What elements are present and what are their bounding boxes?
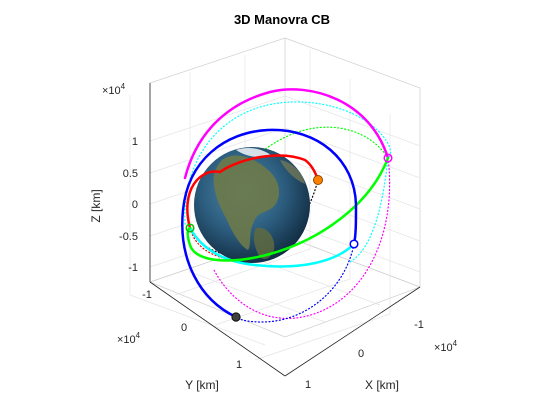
z-grid-line [149,127,421,179]
x-tick-label: 0 [358,348,364,360]
series-red-solid [186,154,320,230]
x-axis-label: X [km] [365,378,399,392]
marker-blue-open [349,239,359,249]
z-multiplier: ×104 [102,82,126,97]
y-multiplier: ×104 [117,331,141,346]
y-tick-label: -1 [142,289,152,301]
x-tick-label: 1 [305,379,311,391]
series-blue-dotted [235,243,355,323]
series-cyan-dotted [184,101,392,263]
y-grid-line [254,114,391,361]
y-axis-label: Y [km] [185,378,219,392]
y-grid-line [214,79,351,326]
z-tick-label: 0 [132,199,138,211]
chart-title: 3D Manovra CB [234,12,330,27]
series-magenta-solid [183,88,390,180]
earth-globe [194,147,310,263]
series-cyan-solid [188,226,356,268]
marker-orange [313,175,323,185]
axis-lines [149,83,421,377]
marker-magenta-open [383,153,393,163]
markers [185,153,393,322]
y-tick-label: 1 [236,359,242,371]
x-grid-line [189,72,326,323]
z-tick-label: 0.5 [123,168,138,180]
x-tick-labels: -1 0 1 [305,319,424,391]
y-tick-labels: -1 0 1 [142,289,242,371]
z-tick-label: -0.5 [119,231,138,243]
x-grid-line [129,95,266,346]
z-tick-label: -1 [128,262,138,274]
y-axis-line [149,281,286,377]
x-axis-line [284,286,421,377]
marker-dark-gray [231,312,241,322]
series-blue-solid [181,128,358,319]
z-axis-label: Z [km] [89,189,103,222]
z-tick-label: 1 [132,136,138,148]
series-green-solid [186,156,390,262]
x-multiplier: ×104 [434,339,458,354]
box-wall-back-right [284,37,421,288]
y-tick-label: 0 [181,322,187,334]
x-tick-label: -1 [414,319,424,331]
orbits-solid [181,88,390,319]
series-magenta-dotted [213,157,391,320]
z-tick-labels: -1 -0.5 0 0.5 1 [119,136,138,274]
marker-green-open [185,223,195,233]
